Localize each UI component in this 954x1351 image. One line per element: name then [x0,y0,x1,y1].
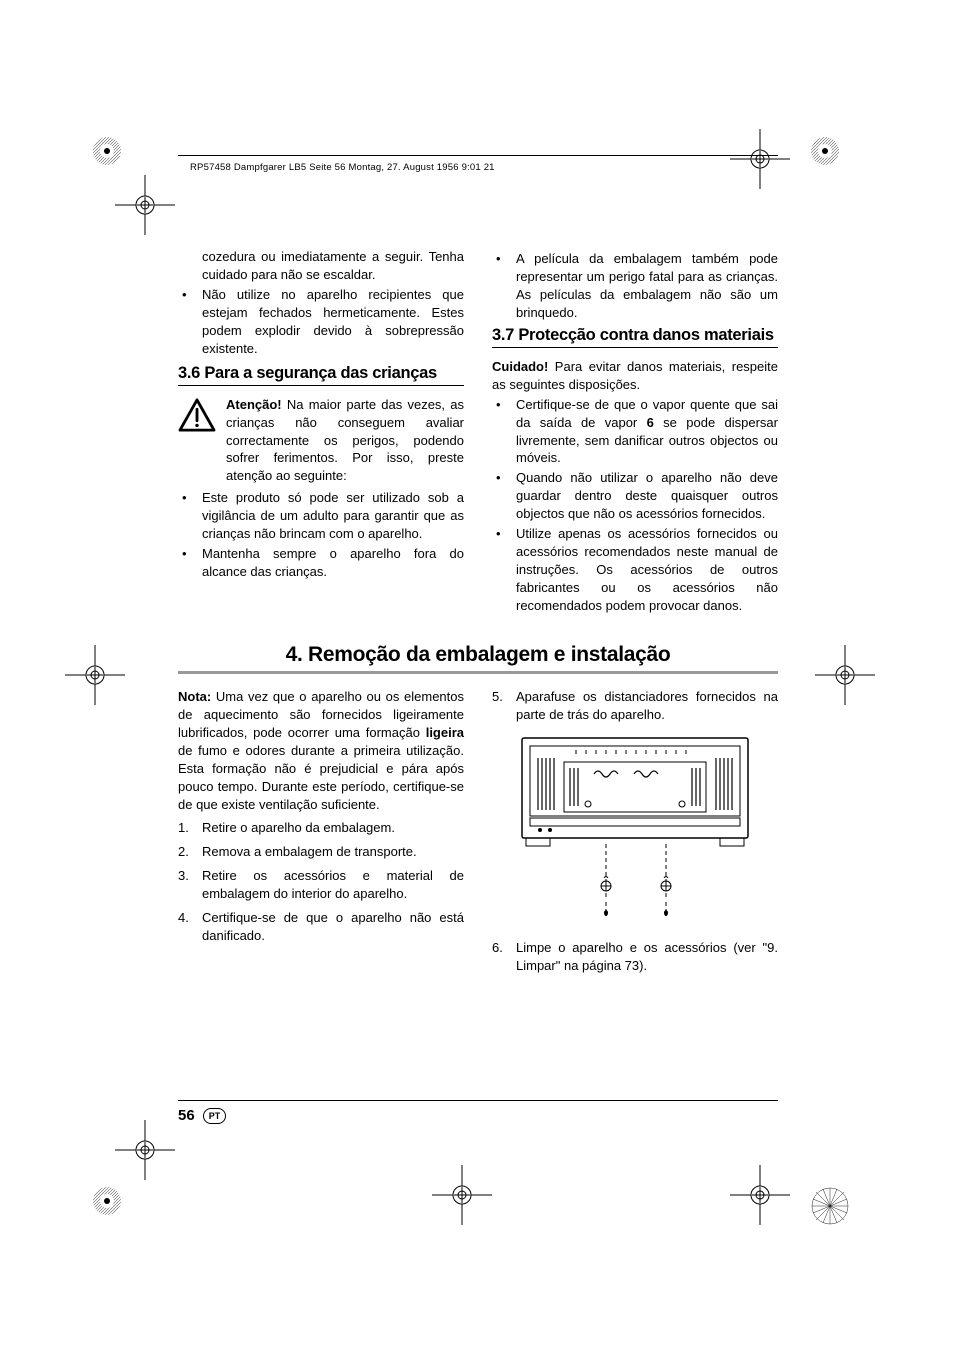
nota-paragraph: Nota: Uma vez que o aparelho ou os eleme… [178,688,464,814]
bullet-item: Utilize apenas os acessórios fornecidos … [492,525,778,615]
bullet-list: Certifique-se de que o vapor quente que … [492,396,778,615]
warning-lead: Atenção! [226,397,282,412]
heading-rule [178,385,464,386]
section-4-title: 4. Remoção da embalagem e instalação [178,643,778,667]
regmark-bot-mid-cross [432,1165,492,1225]
bullet-item: Não utilize no aparelho recipientes que … [178,286,464,358]
cont-paragraph: cozedura ou imediatamente a seguir. Tenh… [178,248,464,284]
nota-bold: Nota: [178,689,211,704]
text: Uma vez que o aparelho ou os elementos d… [178,689,464,740]
step-item: Retire o aparelho da embalagem. [178,819,464,837]
warning-box: Atenção! Na maior parte das vezes, as cr… [178,396,464,486]
column-right: Aparafuse os distanciadores fornecidos n… [492,688,778,975]
bullet-item: A película da embalagem também pode repr… [492,250,778,322]
bullet-list: A película da embalagem também pode repr… [492,250,778,322]
bullet-item: Quando não utilizar o aparelho não deve … [492,469,778,523]
bullet-list: Este produto só pode ser utilizado sob a… [178,489,464,581]
lower-columns: Nota: Uma vez que o aparelho ou os eleme… [178,688,778,975]
bullet-list: Não utilize no aparelho recipientes que … [178,286,464,358]
regmark-bot-right-disc [810,1186,850,1226]
column-left: Nota: Uma vez que o aparelho ou os eleme… [178,688,464,975]
lead-bold: Cuidado! [492,359,548,374]
bullet-item: Certifique-se de que o vapor quente que … [492,396,778,468]
regmark-top-right-disc [810,136,840,166]
regmark-top-left-cross [115,175,175,235]
regmark-bot-left-cross [115,1120,175,1180]
step-item: Certifique-se de que o aparelho não está… [178,909,464,945]
page-footer: 56 PT [178,1100,778,1124]
regmark-mid-left-cross [65,645,125,705]
page-content: cozedura ou imediatamente a seguir. Tenh… [178,248,778,975]
regmark-top-right-cross [730,129,790,189]
footer-rule [178,1100,778,1101]
steps-list: Limpe o aparelho e os acessórios (ver "9… [492,939,778,975]
appliance-illustration [516,732,754,922]
steps-list: Retire o aparelho da embalagem. Remova a… [178,819,464,945]
regmark-bot-left-disc [92,1186,122,1216]
language-badge: PT [203,1108,227,1124]
step-item: Aparafuse os distanciadores fornecidos n… [492,688,778,724]
section-rule [178,671,778,674]
column-right: A película da embalagem também pode repr… [492,248,778,615]
ref-number: 6 [647,415,654,430]
warning-text: Atenção! Na maior parte das vezes, as cr… [226,396,464,486]
regmark-bot-right-cross [730,1165,790,1225]
footer-row: 56 PT [178,1107,778,1124]
bullet-item: Este produto só pode ser utilizado sob a… [178,489,464,543]
heading-rule [492,347,778,348]
page-number: 56 [178,1107,195,1124]
header-rule [178,155,778,156]
upper-columns: cozedura ou imediatamente a seguir. Tenh… [178,248,778,615]
bullet-item: Mantenha sempre o aparelho fora do alcan… [178,545,464,581]
regmark-top-left-disc [92,136,122,166]
heading-3-7: 3.7 Protecção contra danos materiais [492,326,778,345]
header-text: RP57458 Dampfgarer LB5 Seite 56 Montag, … [190,162,495,173]
column-left: cozedura ou imediatamente a seguir. Tenh… [178,248,464,615]
regmark-mid-right-cross [815,645,875,705]
lead-paragraph: Cuidado! Para evitar danos materiais, re… [492,358,778,394]
step-item: Remova a embalagem de transporte. [178,843,464,861]
step-item: Retire os acessórios e material de embal… [178,867,464,903]
steps-list: Aparafuse os distanciadores fornecidos n… [492,688,778,724]
heading-3-6: 3.6 Para a segurança das crianças [178,364,464,383]
text: de fumo e odores durante a primeira util… [178,743,464,812]
step-item: Limpe o aparelho e os acessórios (ver "9… [492,939,778,975]
warning-icon [178,398,216,432]
ligeira-bold: ligeira [426,725,464,740]
